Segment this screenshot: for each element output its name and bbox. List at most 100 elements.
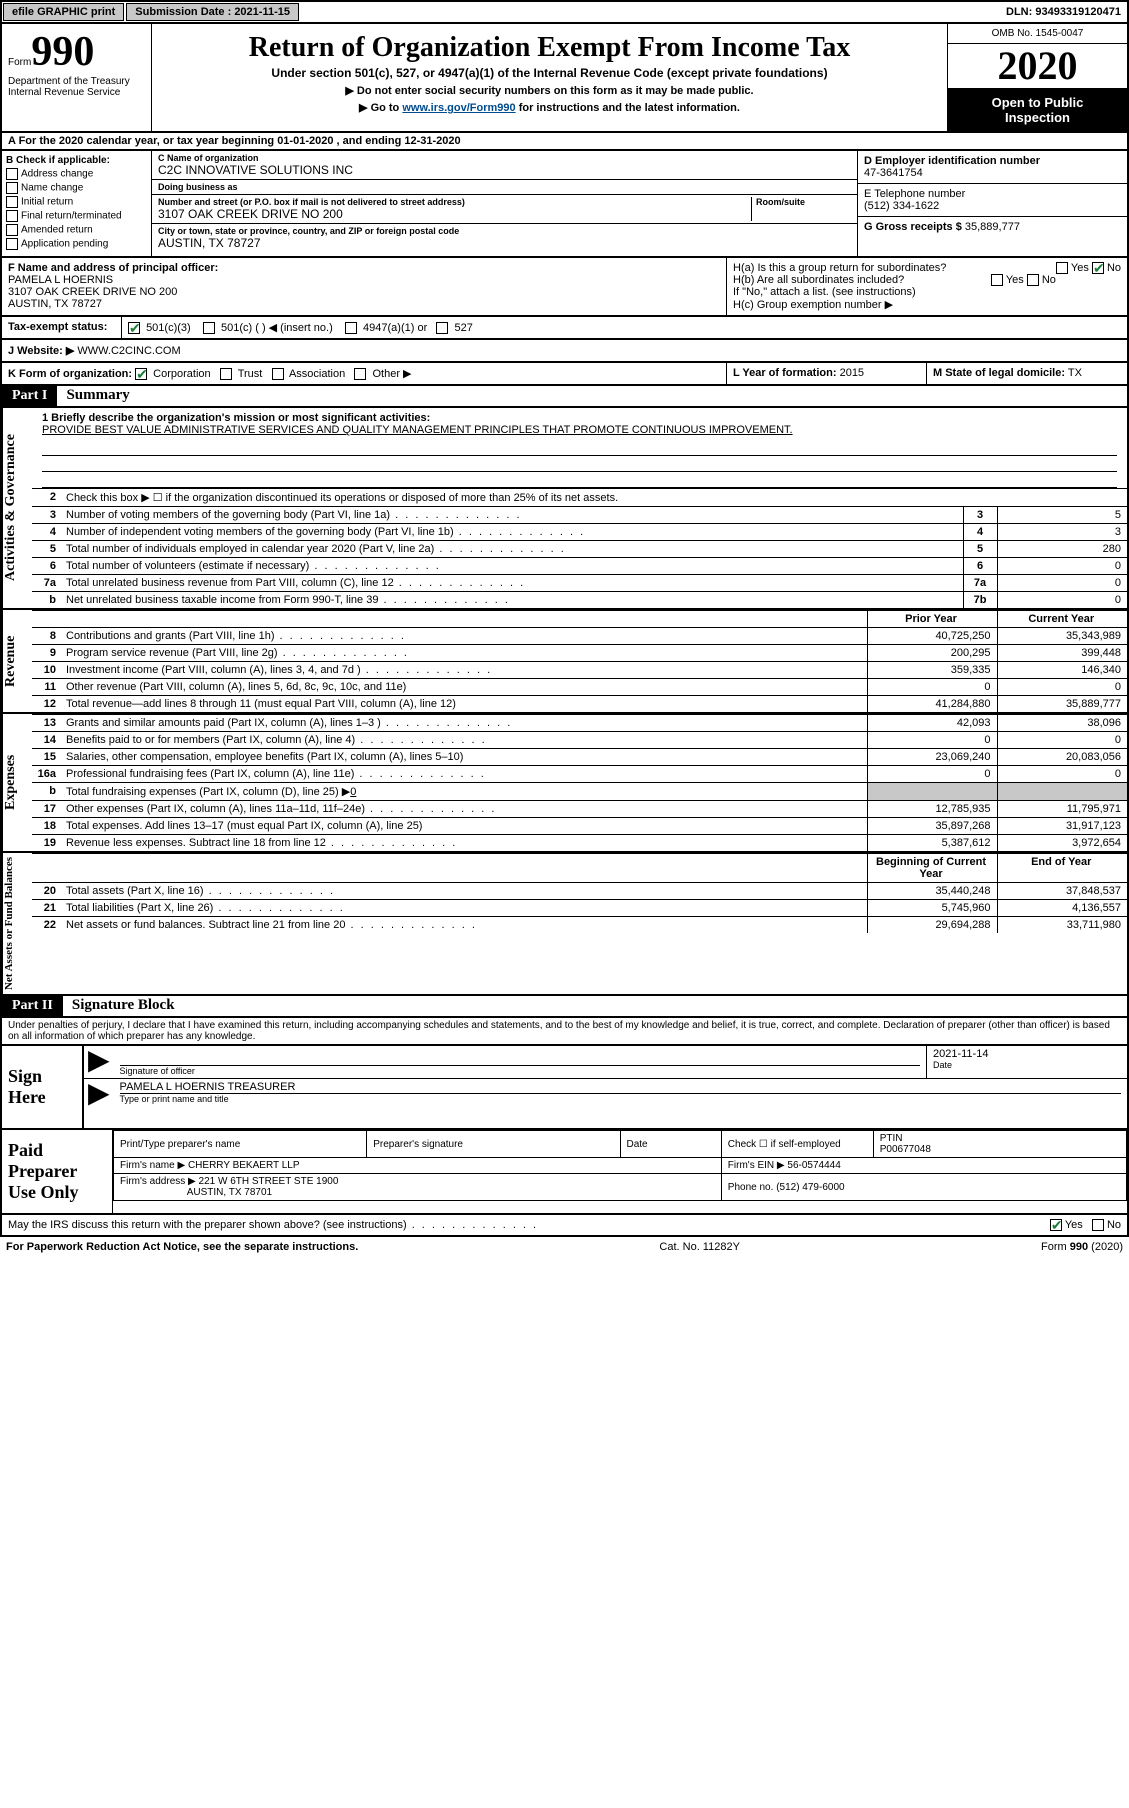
mission-rule1 xyxy=(42,440,1117,456)
governance-section: Activities & Governance 1 Briefly descri… xyxy=(0,408,1129,610)
prep-h1: Print/Type preparer's name xyxy=(114,1131,367,1158)
v7b: 0 xyxy=(997,592,1127,609)
omb-block: OMB No. 1545-0047 2020 Open to PublicIns… xyxy=(947,24,1127,131)
sig-arrow-icon: ▶ xyxy=(84,1046,114,1078)
l10: Investment income (Part VIII, column (A)… xyxy=(62,662,867,679)
part1-title: Summary xyxy=(60,387,129,403)
box-k: K Form of organization: Corporation Trus… xyxy=(2,363,727,384)
revenue-table: Prior YearCurrent Year 8Contributions an… xyxy=(32,610,1127,712)
officer-addr1: 3107 OAK CREEK DRIVE NO 200 xyxy=(8,286,720,298)
sig-date-label: Date xyxy=(933,1060,1121,1070)
firm-phone: (512) 479-6000 xyxy=(776,1182,844,1193)
officer-name: PAMELA L HOERNIS xyxy=(8,274,720,286)
v5: 280 xyxy=(997,541,1127,558)
hb-no-checkbox[interactable] xyxy=(1027,274,1039,286)
l13: Grants and similar amounts paid (Part IX… xyxy=(62,715,867,732)
501c-checkbox[interactable] xyxy=(203,322,215,334)
p8: 40,725,250 xyxy=(867,628,997,645)
ha-label: H(a) Is this a group return for subordin… xyxy=(733,262,946,274)
discuss-yes-checkbox[interactable] xyxy=(1050,1219,1062,1231)
l1-text: PROVIDE BEST VALUE ADMINISTRATIVE SERVIC… xyxy=(42,424,793,436)
4947-checkbox[interactable] xyxy=(345,322,357,334)
part1-header: Part I Summary xyxy=(0,386,1129,408)
dept-line1: Department of the Treasury xyxy=(8,76,145,87)
goto-post: for instructions and the latest informat… xyxy=(519,102,740,114)
c19: 3,972,654 xyxy=(997,835,1127,852)
other-checkbox[interactable] xyxy=(354,368,366,380)
initial-return-checkbox[interactable] xyxy=(6,196,18,208)
tax-exempt-label: Tax-exempt status: xyxy=(2,317,122,338)
goto-note: ▶ Go to www.irs.gov/Form990 for instruct… xyxy=(158,101,941,114)
paperwork-notice: For Paperwork Reduction Act Notice, see … xyxy=(6,1241,358,1253)
efile-print-button[interactable]: efile GRAPHIC print xyxy=(3,3,124,21)
name-change-checkbox[interactable] xyxy=(6,182,18,194)
app-pending-checkbox[interactable] xyxy=(6,238,18,250)
part2-header: Part II Signature Block xyxy=(0,996,1129,1018)
addr-change-checkbox[interactable] xyxy=(6,168,18,180)
submission-date-button[interactable]: Submission Date : 2021-11-15 xyxy=(126,3,299,21)
l7a: Total unrelated business revenue from Pa… xyxy=(62,575,963,592)
city-value: AUSTIN, TX 78727 xyxy=(158,236,851,250)
c14: 0 xyxy=(997,732,1127,749)
trust-checkbox[interactable] xyxy=(220,368,232,380)
revenue-section: Revenue Prior YearCurrent Year 8Contribu… xyxy=(0,610,1129,714)
title-block: Return of Organization Exempt From Incom… xyxy=(152,24,947,131)
c15: 20,083,056 xyxy=(997,749,1127,766)
netassets-section: Net Assets or Fund Balances Beginning of… xyxy=(0,853,1129,996)
domicile-label: M State of legal domicile: xyxy=(933,367,1065,379)
l17: Other expenses (Part IX, column (A), lin… xyxy=(62,801,867,818)
addr-value: 3107 OAK CREEK DRIVE NO 200 xyxy=(158,207,751,221)
527-checkbox[interactable] xyxy=(436,322,448,334)
prep-h4: Check ☐ if self-employed xyxy=(721,1131,873,1158)
dln-label: DLN: 93493319120471 xyxy=(1006,6,1127,18)
ein-value: 47-3641754 xyxy=(864,167,1121,179)
ha-yes-checkbox[interactable] xyxy=(1056,262,1068,274)
dba-label: Doing business as xyxy=(158,182,851,192)
c12: 35,889,777 xyxy=(997,696,1127,713)
officer-label: F Name and address of principal officer: xyxy=(8,262,720,274)
501c3-checkbox[interactable] xyxy=(128,322,140,334)
p17: 12,785,935 xyxy=(867,801,997,818)
c11: 0 xyxy=(997,679,1127,696)
expenses-table: 13Grants and similar amounts paid (Part … xyxy=(32,714,1127,851)
discuss-no-checkbox[interactable] xyxy=(1092,1219,1104,1231)
l16a: Professional fundraising fees (Part IX, … xyxy=(62,766,867,783)
corp-checkbox[interactable] xyxy=(135,368,147,380)
gross-receipts-value: 35,889,777 xyxy=(965,221,1020,233)
signature-line[interactable] xyxy=(120,1048,920,1066)
row-klm: K Form of organization: Corporation Trus… xyxy=(0,363,1129,386)
head-end: End of Year xyxy=(997,854,1127,883)
p20: 35,440,248 xyxy=(867,883,997,900)
box-h: H(a) Is this a group return for subordin… xyxy=(727,258,1127,315)
tax-exempt-options: 501(c)(3) 501(c) ( ) ◀ (insert no.) 4947… xyxy=(122,317,1127,338)
assoc-checkbox[interactable] xyxy=(272,368,284,380)
side-netassets: Net Assets or Fund Balances xyxy=(2,853,32,994)
side-revenue: Revenue xyxy=(2,610,32,712)
c16b-shade xyxy=(997,783,1127,801)
penalties-text: Under penalties of perjury, I declare th… xyxy=(0,1018,1129,1046)
ha-no-checkbox[interactable] xyxy=(1092,262,1104,274)
l15: Salaries, other compensation, employee b… xyxy=(62,749,867,766)
firm-label: Firm's name ▶ xyxy=(120,1160,185,1171)
v4: 3 xyxy=(997,524,1127,541)
box-c: C Name of organization C2C INNOVATIVE SO… xyxy=(152,151,857,256)
paid-preparer-label: Paid Preparer Use Only xyxy=(2,1130,112,1213)
domicile-value: TX xyxy=(1068,367,1082,379)
final-return-checkbox[interactable] xyxy=(6,210,18,222)
form990-link[interactable]: www.irs.gov/Form990 xyxy=(402,102,515,114)
row-j: J Website: ▶ WWW.C2CINC.COM xyxy=(0,340,1129,363)
box-m: M State of legal domicile: TX xyxy=(927,363,1127,384)
ptin-value: P00677048 xyxy=(880,1144,931,1155)
website-label: J Website: ▶ xyxy=(8,345,74,357)
l16b: Total fundraising expenses (Part IX, col… xyxy=(62,783,867,801)
hb-yes-checkbox[interactable] xyxy=(991,274,1003,286)
p19: 5,387,612 xyxy=(867,835,997,852)
c16a: 0 xyxy=(997,766,1127,783)
amended-return-checkbox[interactable] xyxy=(6,224,18,236)
firm-addr-label: Firm's address ▶ xyxy=(120,1176,196,1187)
p11: 0 xyxy=(867,679,997,696)
l7b: Net unrelated business taxable income fr… xyxy=(62,592,963,609)
side-governance: Activities & Governance xyxy=(2,408,32,608)
p12: 41,284,880 xyxy=(867,696,997,713)
part2-tag: Part II xyxy=(2,996,63,1016)
